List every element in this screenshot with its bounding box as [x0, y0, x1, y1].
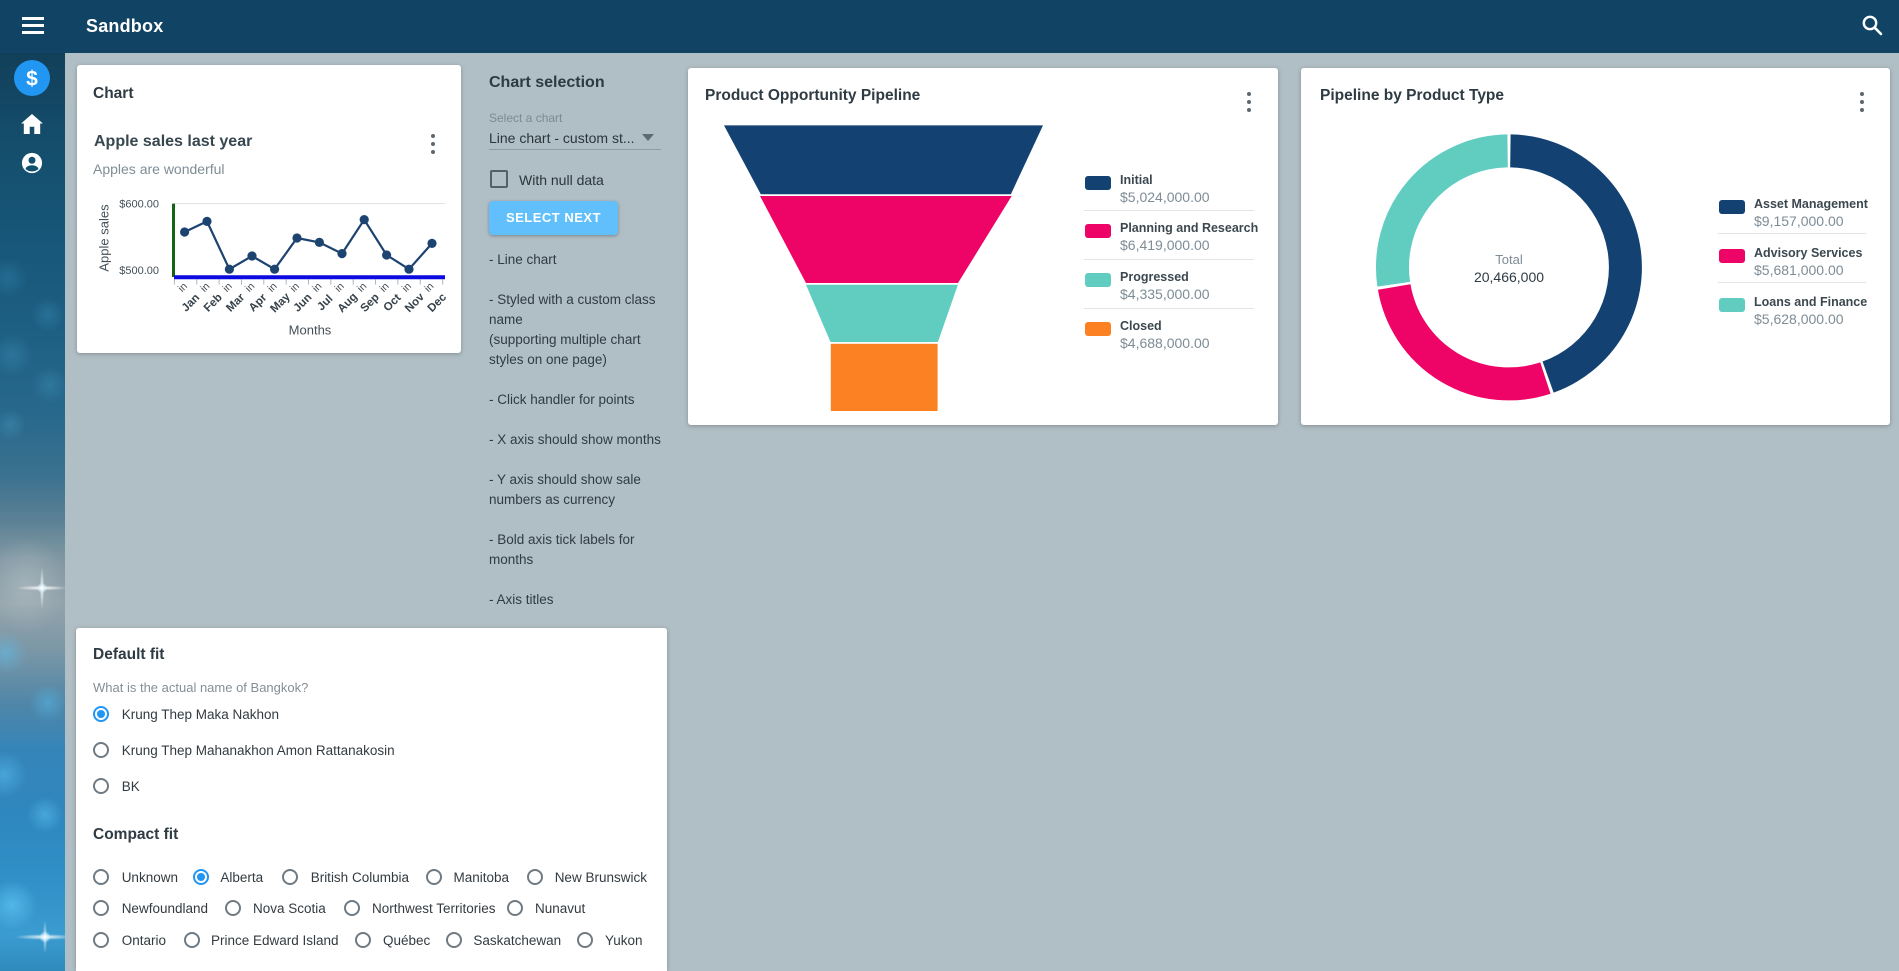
svg-text:in: in: [333, 280, 347, 294]
svg-text:in: in: [288, 280, 302, 294]
svg-text:Total: Total: [1495, 252, 1523, 267]
svg-text:in: in: [221, 280, 235, 294]
svg-text:Jun: Jun: [292, 292, 315, 315]
svg-text:in: in: [310, 280, 324, 294]
svg-text:in: in: [243, 280, 257, 294]
svg-text:Jul: Jul: [315, 293, 335, 313]
svg-text:$500.00: $500.00: [119, 265, 159, 277]
svg-text:Oct: Oct: [382, 292, 404, 314]
svg-text:$: $: [26, 68, 38, 91]
svg-text:Jan: Jan: [180, 292, 203, 315]
svg-text:Feb: Feb: [202, 292, 225, 315]
svg-text:Sep: Sep: [358, 291, 381, 314]
svg-text:in: in: [422, 280, 436, 294]
svg-text:20,466,000: 20,466,000: [1474, 269, 1544, 285]
svg-text:Months: Months: [289, 323, 332, 338]
svg-text:in: in: [198, 280, 212, 294]
svg-text:in: in: [355, 280, 369, 294]
svg-text:in: in: [400, 280, 414, 294]
svg-text:$600.00: $600.00: [119, 199, 159, 211]
svg-text:in: in: [265, 280, 279, 294]
svg-text:Apple sales: Apple sales: [97, 204, 112, 272]
svg-text:in: in: [176, 280, 190, 294]
svg-text:in: in: [377, 280, 391, 294]
svg-text:Aug: Aug: [336, 291, 360, 315]
